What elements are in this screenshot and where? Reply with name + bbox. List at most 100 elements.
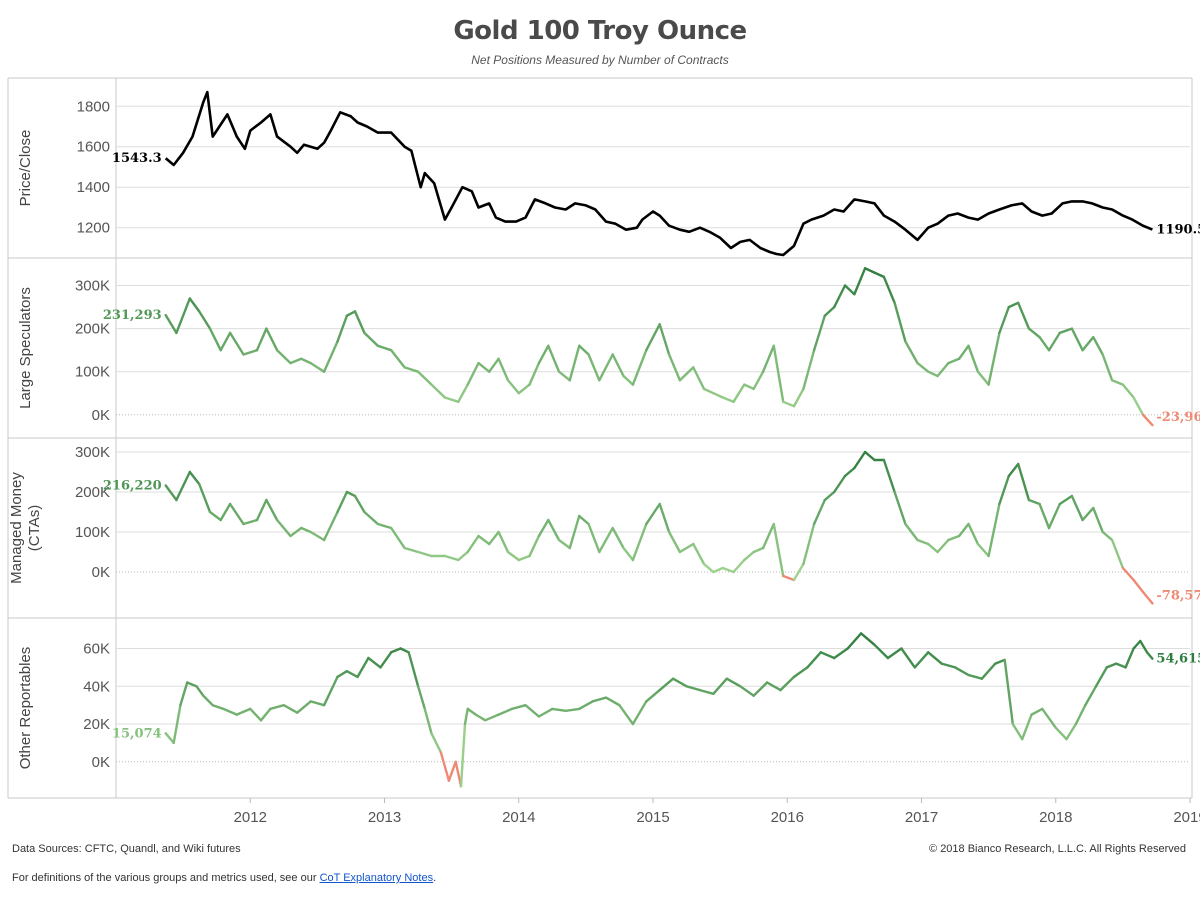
series-segment <box>671 677 688 688</box>
series-segment <box>913 651 930 669</box>
series-segment <box>1124 647 1135 669</box>
series-segment <box>551 707 567 712</box>
series-segment <box>537 518 550 538</box>
series-segment <box>1021 713 1033 741</box>
series-segment <box>336 490 349 514</box>
footer-defs-suffix: . <box>433 872 437 884</box>
series-segment <box>1047 502 1062 530</box>
series-segment <box>622 546 635 562</box>
series-segment <box>164 313 178 335</box>
series-segment <box>591 696 608 703</box>
series-segment <box>792 562 805 582</box>
series-segment <box>645 323 661 352</box>
series-segment <box>622 374 635 386</box>
x-tick-label: 2017 <box>905 809 938 826</box>
series-segment <box>322 510 339 542</box>
series-segment <box>1121 566 1135 582</box>
series-segment <box>488 530 500 546</box>
series-segment <box>761 344 775 373</box>
series-segment <box>631 522 648 562</box>
y-tick-label: 100K <box>75 524 110 541</box>
series-end-label: 1190.5 <box>1156 223 1200 238</box>
series-segment <box>658 677 675 692</box>
cot-notes-link[interactable]: CoT Explanatory Notes <box>319 872 434 884</box>
series-segment <box>506 379 520 395</box>
series-segment <box>739 685 755 697</box>
series-segment <box>916 361 930 373</box>
series-segment <box>197 482 212 514</box>
series-segment <box>611 353 625 378</box>
series-segment <box>957 344 970 360</box>
series-segment <box>1027 327 1041 339</box>
series-segment <box>510 704 527 711</box>
series-segment <box>1132 396 1145 416</box>
series-segment <box>211 704 225 711</box>
series-segment <box>197 310 212 330</box>
series-segment <box>1003 658 1014 726</box>
series-segment <box>517 554 531 562</box>
series-segment <box>557 370 571 382</box>
series-segment <box>528 534 541 558</box>
series-segment <box>259 707 272 722</box>
series-segment <box>356 656 370 679</box>
series-segment <box>265 327 279 352</box>
y-tick-label: 300K <box>75 444 110 461</box>
y-tick-label: 1200 <box>77 220 110 237</box>
series-segment <box>604 696 621 707</box>
series-segment <box>497 530 510 554</box>
series-segment <box>893 490 907 526</box>
y-tick-label: 1600 <box>77 139 110 156</box>
series-segment <box>721 566 735 574</box>
series-segment <box>1041 707 1058 729</box>
series-segment <box>547 518 561 542</box>
series-segment <box>702 387 715 395</box>
series-segment <box>1132 578 1145 594</box>
series-segment <box>765 681 782 692</box>
series-segment <box>667 530 682 554</box>
series-segment <box>175 297 192 335</box>
series-segment <box>443 396 460 403</box>
series-segment <box>1081 336 1095 352</box>
series-segment <box>752 681 769 697</box>
series-segment <box>882 275 896 304</box>
series-segment <box>1139 639 1149 654</box>
series-segment <box>300 526 312 534</box>
x-tick-label: 2019 <box>1173 809 1200 826</box>
series-segment <box>255 327 268 352</box>
y-tick-label: 200K <box>75 484 110 501</box>
series-segment <box>1070 327 1084 352</box>
series-segment <box>164 484 178 502</box>
series-segment <box>376 522 393 530</box>
series-segment <box>846 632 863 650</box>
series-segment <box>976 542 990 558</box>
series-segment <box>300 357 312 365</box>
series-segment <box>557 538 571 550</box>
series-segment <box>242 518 259 526</box>
series-segment <box>309 361 326 373</box>
series-segment <box>528 361 541 386</box>
series-segment <box>712 392 724 399</box>
series-segment <box>587 522 601 554</box>
series-segment <box>289 526 303 538</box>
series-segment <box>1145 651 1154 660</box>
series-segment <box>345 310 357 317</box>
series-segment <box>863 267 876 274</box>
series-segment <box>416 370 433 386</box>
series-segment <box>957 522 970 538</box>
series-segment <box>859 632 876 646</box>
y-tick-label: 60K <box>83 641 110 658</box>
series-segment <box>524 704 541 718</box>
panel-ylabel: (CTAs) <box>26 505 43 551</box>
series-segment <box>678 542 695 554</box>
series-segment <box>702 562 715 574</box>
series-segment <box>792 387 805 408</box>
series-segment <box>1074 704 1087 726</box>
series-segment <box>692 366 706 391</box>
series-segment <box>353 494 366 514</box>
series-segment <box>967 522 980 546</box>
series-segment <box>416 550 433 558</box>
series-segment <box>399 647 410 654</box>
series-segment <box>537 707 554 718</box>
series-segment <box>1065 722 1078 741</box>
